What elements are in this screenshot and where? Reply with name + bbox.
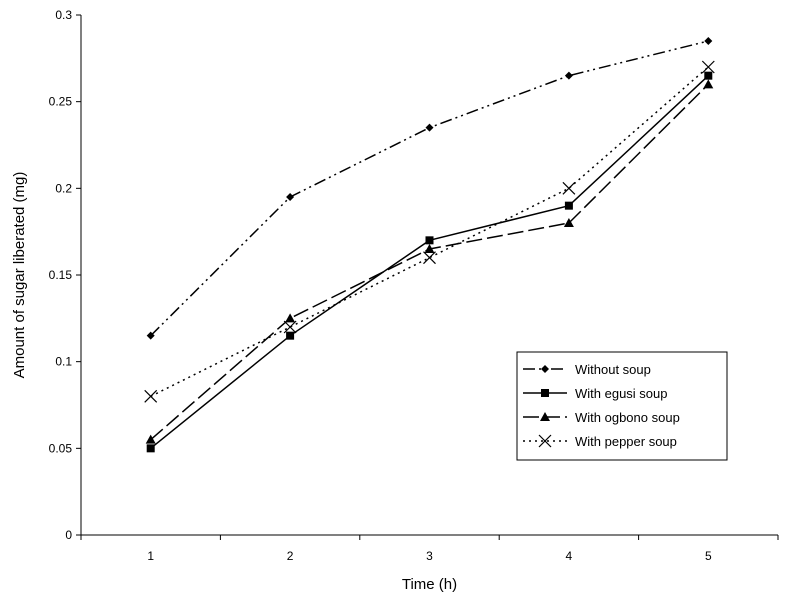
x-tick-label: 4 xyxy=(566,549,573,563)
series-layer xyxy=(144,37,715,453)
y-tick-label: 0.15 xyxy=(49,268,73,282)
series-2 xyxy=(146,71,713,453)
data-point xyxy=(703,79,714,89)
data-point xyxy=(425,123,434,132)
y-tick-label: 0.3 xyxy=(55,8,72,22)
legend-entry: Without soup xyxy=(523,362,651,377)
data-point xyxy=(144,389,158,403)
series-line xyxy=(150,66,709,398)
legend-label: Without soup xyxy=(575,362,651,377)
x-tick-label: 3 xyxy=(426,549,433,563)
data-point xyxy=(283,320,297,334)
data-point xyxy=(146,331,155,340)
series-4 xyxy=(144,60,715,403)
x-ticks: 1 2 3 4 5 xyxy=(80,535,779,563)
data-point xyxy=(564,201,573,210)
y-tick-label: 0 xyxy=(65,528,72,542)
legend-entry: With pepper soup xyxy=(523,434,677,449)
data-point xyxy=(563,218,574,227)
data-point xyxy=(704,37,713,45)
data-point xyxy=(146,444,155,453)
y-tick-label: 0.2 xyxy=(55,181,72,195)
data-point xyxy=(285,313,296,323)
x-tick-label: 1 xyxy=(147,549,154,563)
legend-entry: With egusi soup xyxy=(523,386,668,401)
legend-entry: With ogbono soup xyxy=(523,410,680,425)
x-tick-label: 5 xyxy=(705,549,712,563)
x-tick-label: 2 xyxy=(287,549,294,563)
data-point xyxy=(425,236,434,245)
legend-label: With egusi soup xyxy=(575,386,668,401)
data-point xyxy=(286,331,295,340)
series-3 xyxy=(145,79,714,444)
legend-marker xyxy=(541,389,549,397)
data-point xyxy=(145,434,156,444)
data-point xyxy=(423,251,436,265)
y-tick-label: 0.05 xyxy=(49,441,73,455)
data-point xyxy=(701,60,715,74)
legend-box xyxy=(516,351,728,461)
data-point xyxy=(564,71,573,80)
x-axis-title: Time (h) xyxy=(402,576,457,593)
series-1 xyxy=(146,37,713,340)
data-point xyxy=(562,181,576,195)
legend: Without soup With egusi soup With ogbono s… xyxy=(516,351,728,461)
data-point xyxy=(286,193,295,201)
legend-label: With ogbono soup xyxy=(575,410,680,425)
y-ticks: 0 0.05 0.1 0.15 0.2 0.25 0.3 xyxy=(49,8,81,542)
y-axis-title: Amount of sugar liberated (mg) xyxy=(11,172,28,379)
data-point xyxy=(704,71,713,80)
legend-label: With pepper soup xyxy=(575,434,677,449)
legend-marker xyxy=(538,434,552,448)
legend-marker xyxy=(541,365,549,373)
legend-marker xyxy=(540,412,550,421)
y-tick-label: 0.1 xyxy=(55,355,72,369)
data-point xyxy=(424,244,435,253)
y-tick-label: 0.25 xyxy=(49,95,73,109)
series-line xyxy=(150,40,709,337)
